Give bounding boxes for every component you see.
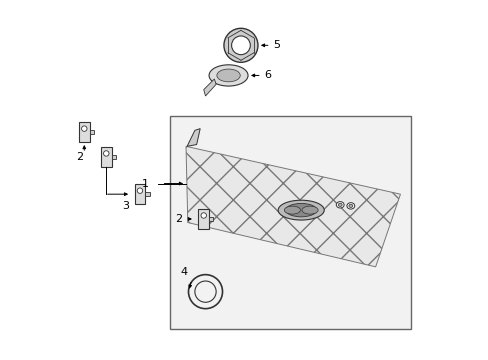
Polygon shape [145, 192, 149, 196]
Ellipse shape [216, 69, 240, 82]
Circle shape [224, 28, 258, 62]
Bar [170, 116, 410, 329]
Polygon shape [185, 146, 400, 267]
Circle shape [81, 126, 87, 131]
Text: 1: 1 [142, 179, 148, 189]
Ellipse shape [284, 206, 300, 214]
Circle shape [201, 213, 206, 218]
Circle shape [231, 36, 250, 55]
Circle shape [137, 188, 142, 193]
Ellipse shape [209, 65, 247, 86]
Ellipse shape [346, 203, 354, 209]
Polygon shape [89, 130, 94, 134]
Polygon shape [187, 129, 200, 146]
Bar [101, 147, 111, 167]
Ellipse shape [348, 204, 352, 207]
Polygon shape [203, 79, 216, 96]
Ellipse shape [336, 202, 344, 208]
Polygon shape [209, 217, 213, 221]
Bar [79, 122, 89, 142]
Text: 3: 3 [122, 201, 129, 211]
Ellipse shape [285, 203, 316, 217]
Ellipse shape [278, 200, 324, 220]
Bar [198, 209, 209, 229]
Bar [134, 184, 145, 204]
Ellipse shape [302, 206, 318, 214]
Text: 4: 4 [180, 267, 187, 278]
Ellipse shape [338, 203, 342, 206]
Circle shape [103, 151, 109, 156]
Text: 5: 5 [272, 40, 279, 50]
Text: 2: 2 [76, 152, 83, 162]
Text: 6: 6 [264, 71, 270, 80]
Polygon shape [111, 155, 116, 159]
Text: 2: 2 [175, 214, 182, 224]
